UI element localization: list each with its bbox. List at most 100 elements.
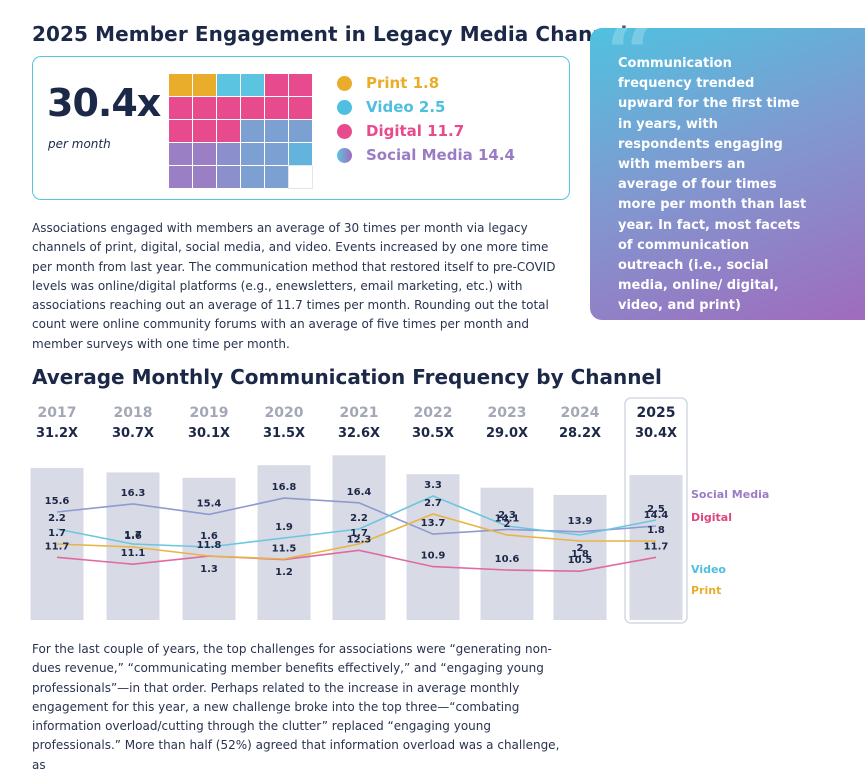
total-engagement-unit: per month [48,137,111,151]
series-line-social-media [56,497,657,535]
waffle-cell [169,120,192,142]
waffle-cell [289,74,312,96]
data-label: 1.7 [350,528,368,539]
data-label: 16.8 [272,482,297,493]
total-bar [406,474,460,620]
year-label: 2018 [114,405,153,421]
chart-title: Average Monthly Communication Frequency … [32,365,662,389]
waffle-cell [169,74,192,96]
data-label: 11.1 [121,548,146,559]
data-label: 13.9 [568,516,593,527]
legend-swatch-icon [337,123,352,139]
waffle-cell [217,143,240,165]
channel-legend: Print 1.8 Video 2.5 Digital 11.7 Social Med… [337,71,515,167]
year-total-label: 32.6X [338,426,380,441]
waffle-cell [265,120,288,142]
callout-quote-text: Communication frequency trended upward f… [618,56,807,354]
year-label: 2017 [38,405,77,421]
waffle-cell [193,166,216,188]
year-label: 2020 [265,405,304,421]
year-total-label: 30.1X [188,426,230,441]
waffle-cell [169,97,192,119]
waffle-cell [193,143,216,165]
waffle-cell [241,143,264,165]
data-label: 1.7 [124,530,142,541]
year-total-label: 31.5X [263,426,305,441]
waffle-cell [265,143,288,165]
data-label: 1.3 [200,564,218,575]
total-bar [629,475,683,620]
data-label: 2 [577,543,584,554]
waffle-cell [193,97,216,119]
year-total-label: 30.7X [112,426,154,441]
data-label: 2.3 [498,510,516,521]
total-bar [553,494,607,620]
total-bar [257,465,311,620]
legend-item: Print 1.8 [337,71,515,95]
data-label: 11.5 [272,544,297,555]
waffle-cell [217,74,240,96]
section-title: 2025 Member Engagement in Legacy Media C… [32,22,640,46]
waffle-cell [288,165,313,189]
data-label: 2 [504,519,511,530]
data-label: 2.5 [647,504,665,515]
waffle-cell [241,97,264,119]
data-label: 2.2 [48,513,66,524]
data-label: 12.3 [347,534,372,545]
data-label: 1.7 [48,528,66,539]
legend-item: Video 2.5 [337,95,515,119]
data-label: 14.4 [644,510,669,521]
waffle-cell [289,97,312,119]
data-label: 11.8 [197,540,222,551]
waffle-cell [289,120,312,142]
data-label: 14.1 [495,513,520,524]
data-label: 15.4 [197,498,222,509]
waffle-cell [217,120,240,142]
data-label: 2.2 [350,513,368,524]
data-label: 3.3 [424,480,442,491]
series-line-video [56,495,657,548]
data-label: 1.8 [647,525,665,536]
year-total-label: 30.4X [635,426,677,441]
data-label: 10.9 [421,551,446,562]
year-label: 2019 [190,405,229,421]
waffle-cell [217,97,240,119]
year-label: 2021 [340,405,379,421]
total-bar [182,477,236,620]
data-label: 15.6 [45,496,70,507]
year-total-label: 30.5X [412,426,454,441]
waffle-cell [265,97,288,119]
year-label: 2023 [488,405,527,421]
data-label: 16.4 [347,487,372,498]
frequency-line-chart: 2017 31.2X 2018 30.7X 2019 30.1X 2020 31.5X 2021… [30,397,769,624]
waffle-cell [217,166,240,188]
series-line-digital [56,549,657,573]
waffle-cell [241,74,264,96]
series-label: Video [691,563,726,576]
intro-paragraph: Associations engaged with members an ave… [32,221,556,351]
data-label: 1.2 [275,567,293,578]
waffle-cell [169,166,192,188]
legend-label: Social Media 14.4 [366,146,515,164]
data-label: 2.7 [424,498,442,509]
series-line-print [56,513,656,560]
series-label: Social Media [691,488,769,501]
engagement-summary-card: 30.4x per month Print 1.8 Video 2.5 Digita… [32,56,570,200]
waffle-cell [265,74,288,96]
highlight-frame [624,397,688,624]
data-label: 1.9 [275,522,293,533]
legend-swatch-icon [337,99,352,115]
quote-mark-icon: “ [606,4,656,105]
legend-swatch-icon [337,147,352,163]
waffle-cell [193,74,216,96]
waffle-cell [241,120,264,142]
total-engagement-value: 30.4x [47,81,161,125]
data-label: 16.3 [121,488,146,499]
challenges-paragraph: For the last couple of years, the top ch… [32,642,560,772]
year-label: 2022 [414,405,453,421]
waffle-cell [265,166,288,188]
data-label: 11.7 [45,541,70,552]
data-label: 10.5 [568,555,593,566]
data-label: 1.6 [200,531,218,542]
data-label: 10.6 [495,554,520,565]
